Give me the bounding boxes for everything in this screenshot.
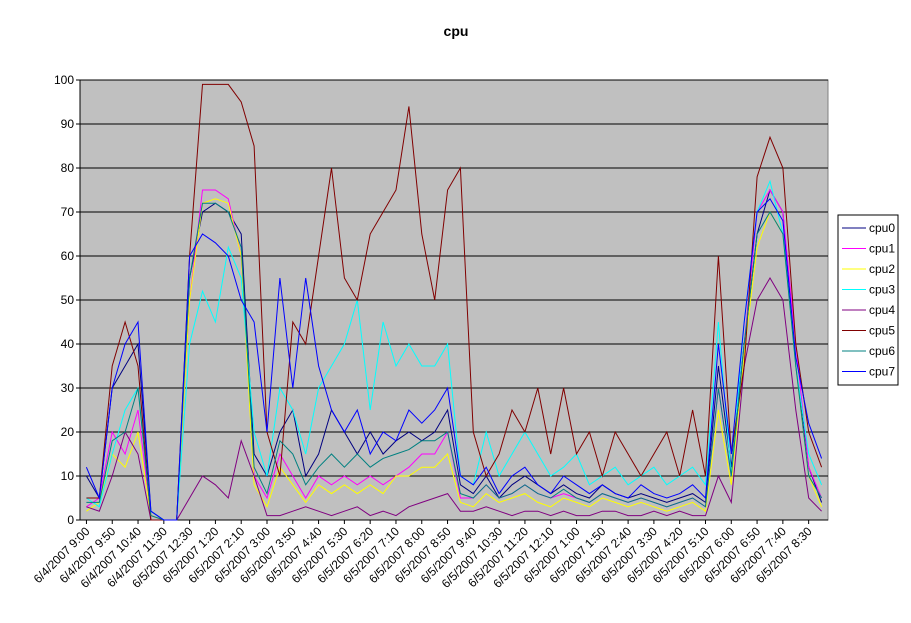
legend-label: cpu1 (869, 242, 895, 256)
series-line (85, 197, 823, 521)
chart-title: cpu (444, 23, 469, 39)
y-tick-label: 10 (61, 469, 75, 483)
y-tick-label: 30 (61, 381, 75, 395)
legend-label: cpu6 (869, 344, 895, 358)
legend-box (837, 214, 899, 386)
series-line (86, 277, 822, 521)
legend-label: cpu3 (869, 283, 895, 297)
y-tick-label: 60 (61, 249, 75, 263)
legend-label: cpu4 (869, 303, 895, 317)
y-tick-label: 80 (61, 161, 75, 175)
legend-label: cpu2 (869, 262, 895, 276)
y-tick-label: 90 (61, 117, 75, 131)
y-tick-label: 20 (61, 425, 75, 439)
series-line (86, 198, 823, 521)
y-tick-label: 70 (61, 205, 75, 219)
legend-label: cpu7 (869, 365, 895, 379)
y-tick-label: 100 (54, 73, 74, 87)
legend-label: cpu5 (869, 324, 895, 338)
series-line (85, 188, 823, 521)
series-line (86, 202, 823, 521)
y-tick-label: 0 (67, 513, 74, 527)
y-tick-label: 40 (61, 337, 75, 351)
series-line (86, 83, 823, 521)
series-line (86, 179, 823, 521)
legend-label: cpu0 (869, 221, 895, 235)
y-tick-label: 50 (61, 293, 75, 307)
